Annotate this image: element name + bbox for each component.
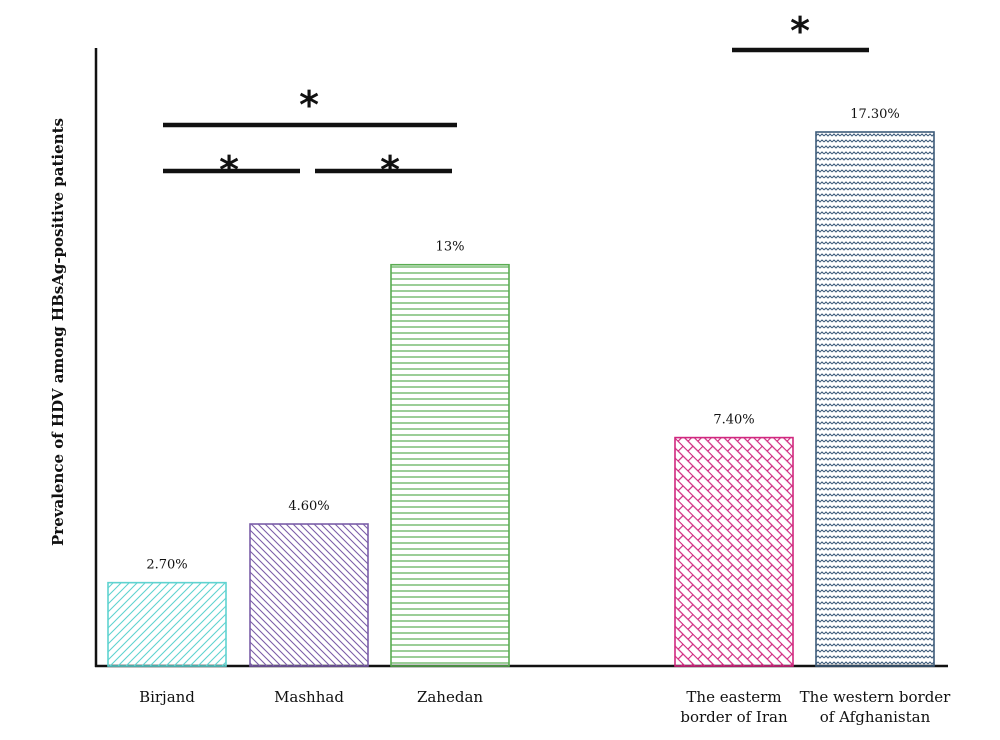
x-tick-label-0: Birjand [139,688,195,706]
x-tick-label-2: Zahedan [417,688,483,706]
axes [94,48,948,668]
data-label-1: 4.60% [288,499,329,514]
bar-2 [390,263,510,667]
bar-3 [674,436,794,667]
significance-star-0: * [299,83,319,127]
data-label-3: 7.40% [713,413,754,428]
labels: Prevalence of HDV among HBsAg-positive p… [49,107,951,726]
significance-star-3: * [790,9,810,53]
significance-star-1: * [219,148,239,192]
data-label-0: 2.70% [146,558,187,573]
bar-1 [249,523,369,667]
x-tick-label-4: The western border of Afghanistan [800,688,952,726]
significance-star-2: * [380,148,400,192]
bar-0 [107,581,227,667]
significance-brackets: * * * * [163,9,869,192]
data-label-4: 17.30% [850,107,900,122]
data-label-2: 13% [436,240,465,255]
x-tick-label-1: Mashhad [274,688,344,706]
x-tick-label-3: The easterm border of Iran [680,688,788,726]
bars [107,131,935,667]
bar-4 [815,131,935,667]
y-axis-label: Prevalence of HDV among HBsAg-positive p… [49,118,67,546]
